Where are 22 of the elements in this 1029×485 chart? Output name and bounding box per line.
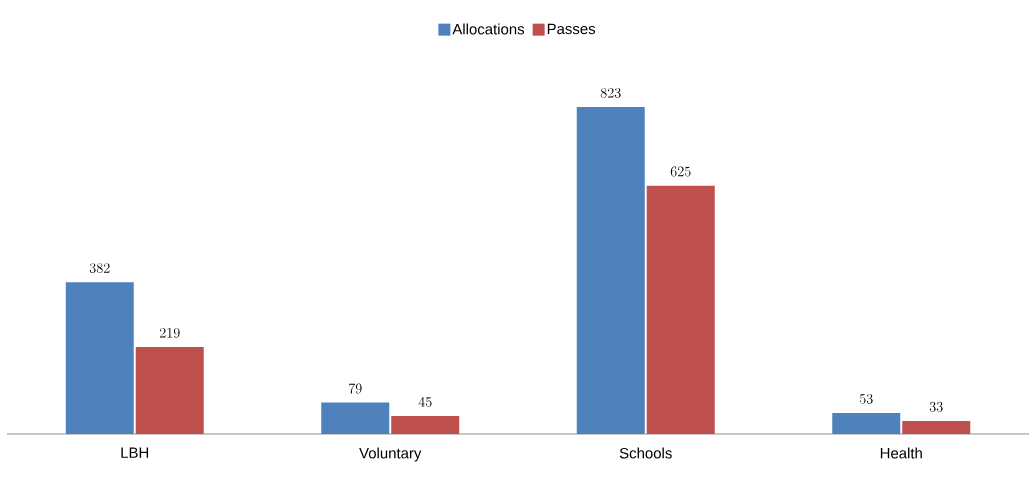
bar: [65, 282, 134, 434]
bar: [576, 106, 645, 434]
data-label: 219: [159, 327, 180, 338]
x-tick-label: Voluntary: [359, 447, 422, 462]
bar: [646, 185, 715, 434]
legend-label: Passes: [547, 23, 596, 35]
x-tick-label: Health: [880, 447, 922, 459]
data-label: 823: [600, 87, 621, 98]
bar: [902, 420, 971, 434]
bar: [391, 416, 460, 434]
data-label: 53: [859, 393, 873, 404]
data-label: 382: [89, 263, 110, 273]
bar: [321, 402, 390, 434]
x-tick-label: Schools: [619, 447, 672, 459]
data-label: 33: [929, 401, 943, 412]
data-label: 45: [418, 396, 432, 407]
data-label: 625: [670, 166, 691, 177]
legend-label: Allocations: [452, 23, 525, 35]
bar: [832, 412, 901, 434]
bar: [135, 346, 204, 434]
data-label: 79: [349, 383, 362, 394]
x-tick-label: LBH: [121, 447, 149, 458]
